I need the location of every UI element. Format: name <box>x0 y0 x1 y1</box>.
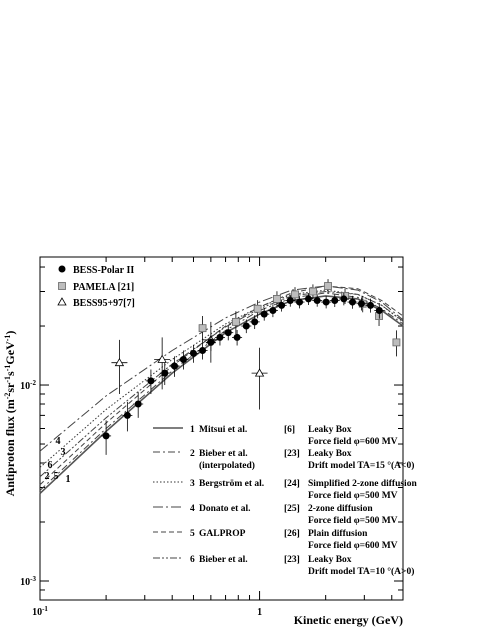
bess-polar-point <box>147 377 155 385</box>
bess-polar-point <box>269 307 277 315</box>
model-legend-name: Donato et al. <box>199 504 250 514</box>
bess-polar-point <box>179 355 187 363</box>
model-legend-desc1: Plain diffusion <box>308 529 368 539</box>
bess97-point <box>254 368 265 377</box>
bess-polar-point <box>278 301 286 309</box>
y-axis-title: Antiproton flux (m-2sr-1s-1GeV-1) <box>3 331 18 497</box>
curve-end-label-5: 5 <box>54 471 59 482</box>
model-legend-name: Bergström et al. <box>199 479 264 489</box>
bess-polar-point <box>242 322 250 330</box>
legend-marker-pamela <box>58 282 66 290</box>
bess-polar-point <box>251 318 259 326</box>
bess-polar-point <box>357 300 365 308</box>
curve-end-label-2: 2 <box>45 471 50 482</box>
legend: BESS-Polar II PAMELA [21] BESS95+97[7] <box>57 265 135 309</box>
bess-polar-point <box>207 338 215 346</box>
curve-end-label-3: 3 <box>61 447 66 458</box>
bess97-point <box>157 354 167 363</box>
model-legend-desc2: Force field φ=500 MV <box>308 516 398 526</box>
model-legend-num: 5 <box>190 529 195 539</box>
model-legend-name: GALPROP <box>199 529 246 539</box>
x-tick-label: 1 <box>257 607 262 618</box>
bess-polar-point <box>286 296 294 304</box>
x-tick-label: 10-1 <box>32 605 48 618</box>
bess-polar-point <box>123 411 131 419</box>
bess-polar-point <box>375 307 383 315</box>
model-legend-num: 1 <box>190 425 195 435</box>
bess-polar-point <box>260 310 268 318</box>
model-legend: 1 Mitsui et al. [6] Leaky Box Force field φ=… <box>153 425 417 577</box>
model-legend-desc1: 2-zone diffusion <box>308 504 373 514</box>
bess-polar-point <box>189 349 197 357</box>
model-legend-num: 4 <box>190 504 195 514</box>
y-tick-label: 10-3 <box>20 575 36 588</box>
bess-polar-point <box>349 298 357 306</box>
pamela-point <box>253 304 262 313</box>
model-legend-name2: (interpolated) <box>199 460 255 471</box>
curve-end-label-6: 6 <box>48 460 53 471</box>
legend-label: PAMELA [21] <box>73 282 134 293</box>
model-legend-desc2: Force field φ=500 MV <box>308 491 398 501</box>
model-legend-desc2: Force field φ=600 MV <box>308 437 398 447</box>
model-legend-ref: [23] <box>284 449 300 459</box>
pamela-point <box>324 282 332 290</box>
bess-polar-point <box>102 432 110 440</box>
pamela-point <box>309 287 317 296</box>
model-legend-num: 3 <box>190 479 195 489</box>
model-legend-name: Bieber et al. <box>199 449 248 459</box>
model-legend-num: 6 <box>190 555 195 565</box>
model-legend-ref: [6] <box>284 425 295 435</box>
pamela-point <box>392 338 401 347</box>
model-legend-num: 2 <box>190 449 195 459</box>
x-axis-title: Kinetic energy (GeV) <box>294 613 403 627</box>
model-curve-2 <box>39 292 404 491</box>
model-legend-ref: [25] <box>284 504 300 514</box>
bess-polar-point <box>366 301 374 309</box>
bess97-point <box>114 357 125 367</box>
curve-end-label-4: 4 <box>56 436 61 447</box>
model-legend-desc1: Leaky Box <box>308 425 352 435</box>
model-legend-desc2: Drift model TA=15 °(A<0) <box>308 460 414 471</box>
legend-marker-bess97 <box>57 297 67 306</box>
model-legend-ref: [24] <box>284 479 300 489</box>
model-legend-name: Mitsui et al. <box>199 425 247 435</box>
bess-polar-point <box>296 298 304 306</box>
axis-labels: 10-1 1 10-3 10-2 Kinetic energy (GeV) Antipro… <box>3 331 404 627</box>
axes <box>39 256 404 601</box>
bess-polar-point <box>171 362 179 370</box>
pamela-point <box>231 317 240 326</box>
pamela-point <box>291 290 299 299</box>
bess-polar-point <box>331 296 339 304</box>
bess-polar-point <box>322 298 330 306</box>
model-legend-desc2: Force field φ=600 MV <box>308 541 398 551</box>
bess-polar-point <box>134 400 142 408</box>
model-legend-desc1: Leaky Box <box>308 449 352 459</box>
bess-polar-point <box>216 333 224 341</box>
data-points <box>101 279 401 455</box>
curve-end-label-1: 1 <box>66 474 71 485</box>
y-tick-label: 10-2 <box>20 379 36 392</box>
bess-polar-point <box>199 347 207 355</box>
bess-polar-point <box>313 296 321 304</box>
bess-polar-point <box>161 369 169 377</box>
pamela-point <box>198 324 207 333</box>
model-legend-desc1: Leaky Box <box>308 555 352 565</box>
model-legend-name: Bieber et al. <box>199 555 248 565</box>
model-legend-ref: [23] <box>284 555 300 565</box>
bess-polar-point <box>304 295 312 303</box>
model-legend-desc1: Simplified 2-zone diffusion <box>308 479 417 489</box>
bess-polar-point <box>340 295 348 303</box>
model-legend-ref: [26] <box>284 529 300 539</box>
legend-marker-bess-polar <box>58 265 66 273</box>
legend-label: BESS95+97[7] <box>73 298 135 309</box>
legend-label: BESS-Polar II <box>73 265 134 276</box>
bess-polar-point <box>233 333 241 341</box>
model-legend-desc2: Drift model TA=10 °(A>0) <box>308 566 414 577</box>
pamela-point <box>273 295 281 303</box>
bess-polar-point <box>224 329 232 337</box>
